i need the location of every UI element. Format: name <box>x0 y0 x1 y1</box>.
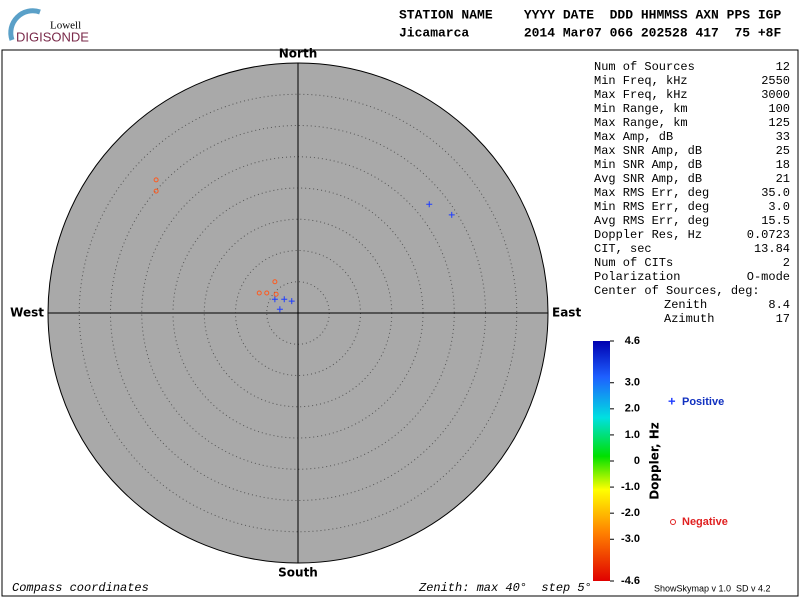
colorbar-tick-label: 3.0 <box>625 377 640 389</box>
direction-label: North <box>279 47 317 61</box>
stat-label: Min Freq, kHz <box>594 74 688 88</box>
stat-label: Min RMS Err, deg <box>594 200 709 214</box>
legend-marker: + <box>668 393 676 408</box>
marker-part <box>272 279 278 285</box>
source-point <box>448 211 455 218</box>
stat-value: 15.5 <box>761 214 790 228</box>
source-point <box>272 279 278 285</box>
source-point <box>288 298 295 305</box>
logo-arc <box>8 8 41 41</box>
legend-label: Negative <box>682 516 728 528</box>
stat-label: Min Range, km <box>594 102 688 116</box>
marker-part <box>256 290 262 296</box>
stat-label: Zenith <box>664 298 707 312</box>
frame <box>1 49 799 597</box>
footer-left: Compass coordinates <box>12 581 149 595</box>
stat-value: 0.0723 <box>747 228 790 242</box>
footer-middle: Zenith: max 40° step 5° <box>418 581 592 595</box>
stat-value: 2550 <box>761 74 790 88</box>
colorbar-tick-label: -3.0 <box>621 533 640 545</box>
source-point <box>271 296 278 303</box>
source-point <box>276 306 283 313</box>
source-point <box>426 201 433 208</box>
stat-label: Max RMS Err, deg <box>594 186 709 200</box>
source-point <box>153 188 159 194</box>
source-point <box>264 290 270 296</box>
stat-label: Max SNR Amp, dB <box>594 144 702 158</box>
colorbar-tick-label: -2.0 <box>621 507 640 519</box>
colorbar-label: Doppler, Hz <box>648 422 662 500</box>
logo-bottom: DIGISONDE <box>16 29 89 44</box>
marker-part <box>264 290 270 296</box>
direction-label: East <box>552 306 581 320</box>
stat-value: 125 <box>768 116 790 130</box>
stat-label: Num of CITs <box>594 256 673 270</box>
stat-label: CIT, sec <box>594 242 652 256</box>
stat-value: 8.4 <box>768 298 790 312</box>
stat-value: 3.0 <box>768 200 790 214</box>
header-labels: STATION NAME YYYY DATE DDD HHMMSS AXN PP… <box>399 7 781 22</box>
stat-label: Num of Sources <box>594 60 695 74</box>
marker-part <box>273 291 279 297</box>
stat-value: 33 <box>776 130 790 144</box>
stat-label: Azimuth <box>664 312 714 326</box>
stat-label: Max Range, km <box>594 116 688 130</box>
header-values: Jicamarca 2014 Mar07 066 202528 417 75 +… <box>399 25 781 40</box>
stat-value: 35.0 <box>761 186 790 200</box>
stat-label: Avg SNR Amp, dB <box>594 172 702 186</box>
stat-label: Doppler Res, Hz <box>594 228 702 242</box>
colorbar-tick-label: -1.0 <box>621 481 640 493</box>
colorbar-tick-label: -4.6 <box>621 575 640 587</box>
legend-label: Positive <box>682 396 724 408</box>
colorbar-tick-label: 0 <box>634 455 640 467</box>
stat-value: 25 <box>776 144 790 158</box>
stat-value: 21 <box>776 172 790 186</box>
legend-marker <box>670 519 676 525</box>
source-point <box>153 177 159 183</box>
source-point <box>281 296 288 303</box>
stat-value: 3000 <box>761 88 790 102</box>
stat-value: 17 <box>776 312 790 326</box>
footer-right: ShowSkymap v 1.0 SD v 4.2 <box>654 583 771 593</box>
stat-label: Polarization <box>594 270 680 284</box>
stat-label: Avg RMS Err, deg <box>594 214 709 228</box>
logo-top: Lowell <box>50 20 81 32</box>
stat-value: 2 <box>783 256 790 270</box>
stat-heading: Center of Sources, deg: <box>594 284 760 298</box>
colorbar-tick-label: 2.0 <box>625 403 640 415</box>
stat-value: 18 <box>776 158 790 172</box>
colorbar-tick-label: 1.0 <box>625 429 640 441</box>
colorbar <box>593 341 610 581</box>
stat-label: Max Freq, kHz <box>594 88 688 102</box>
direction-label: West <box>10 306 44 320</box>
stat-label: Min SNR Amp, dB <box>594 158 702 172</box>
stat-value: 13.84 <box>754 242 790 256</box>
marker-part <box>153 188 159 194</box>
stat-value: 100 <box>768 102 790 116</box>
stat-value: O-mode <box>747 270 790 284</box>
marker-part <box>153 177 159 183</box>
stat-label: Max Amp, dB <box>594 130 673 144</box>
stat-value: 12 <box>776 60 790 74</box>
direction-label: South <box>278 566 318 580</box>
source-point <box>273 291 279 297</box>
colorbar-tick-label: 4.6 <box>625 335 640 347</box>
source-point <box>256 290 262 296</box>
